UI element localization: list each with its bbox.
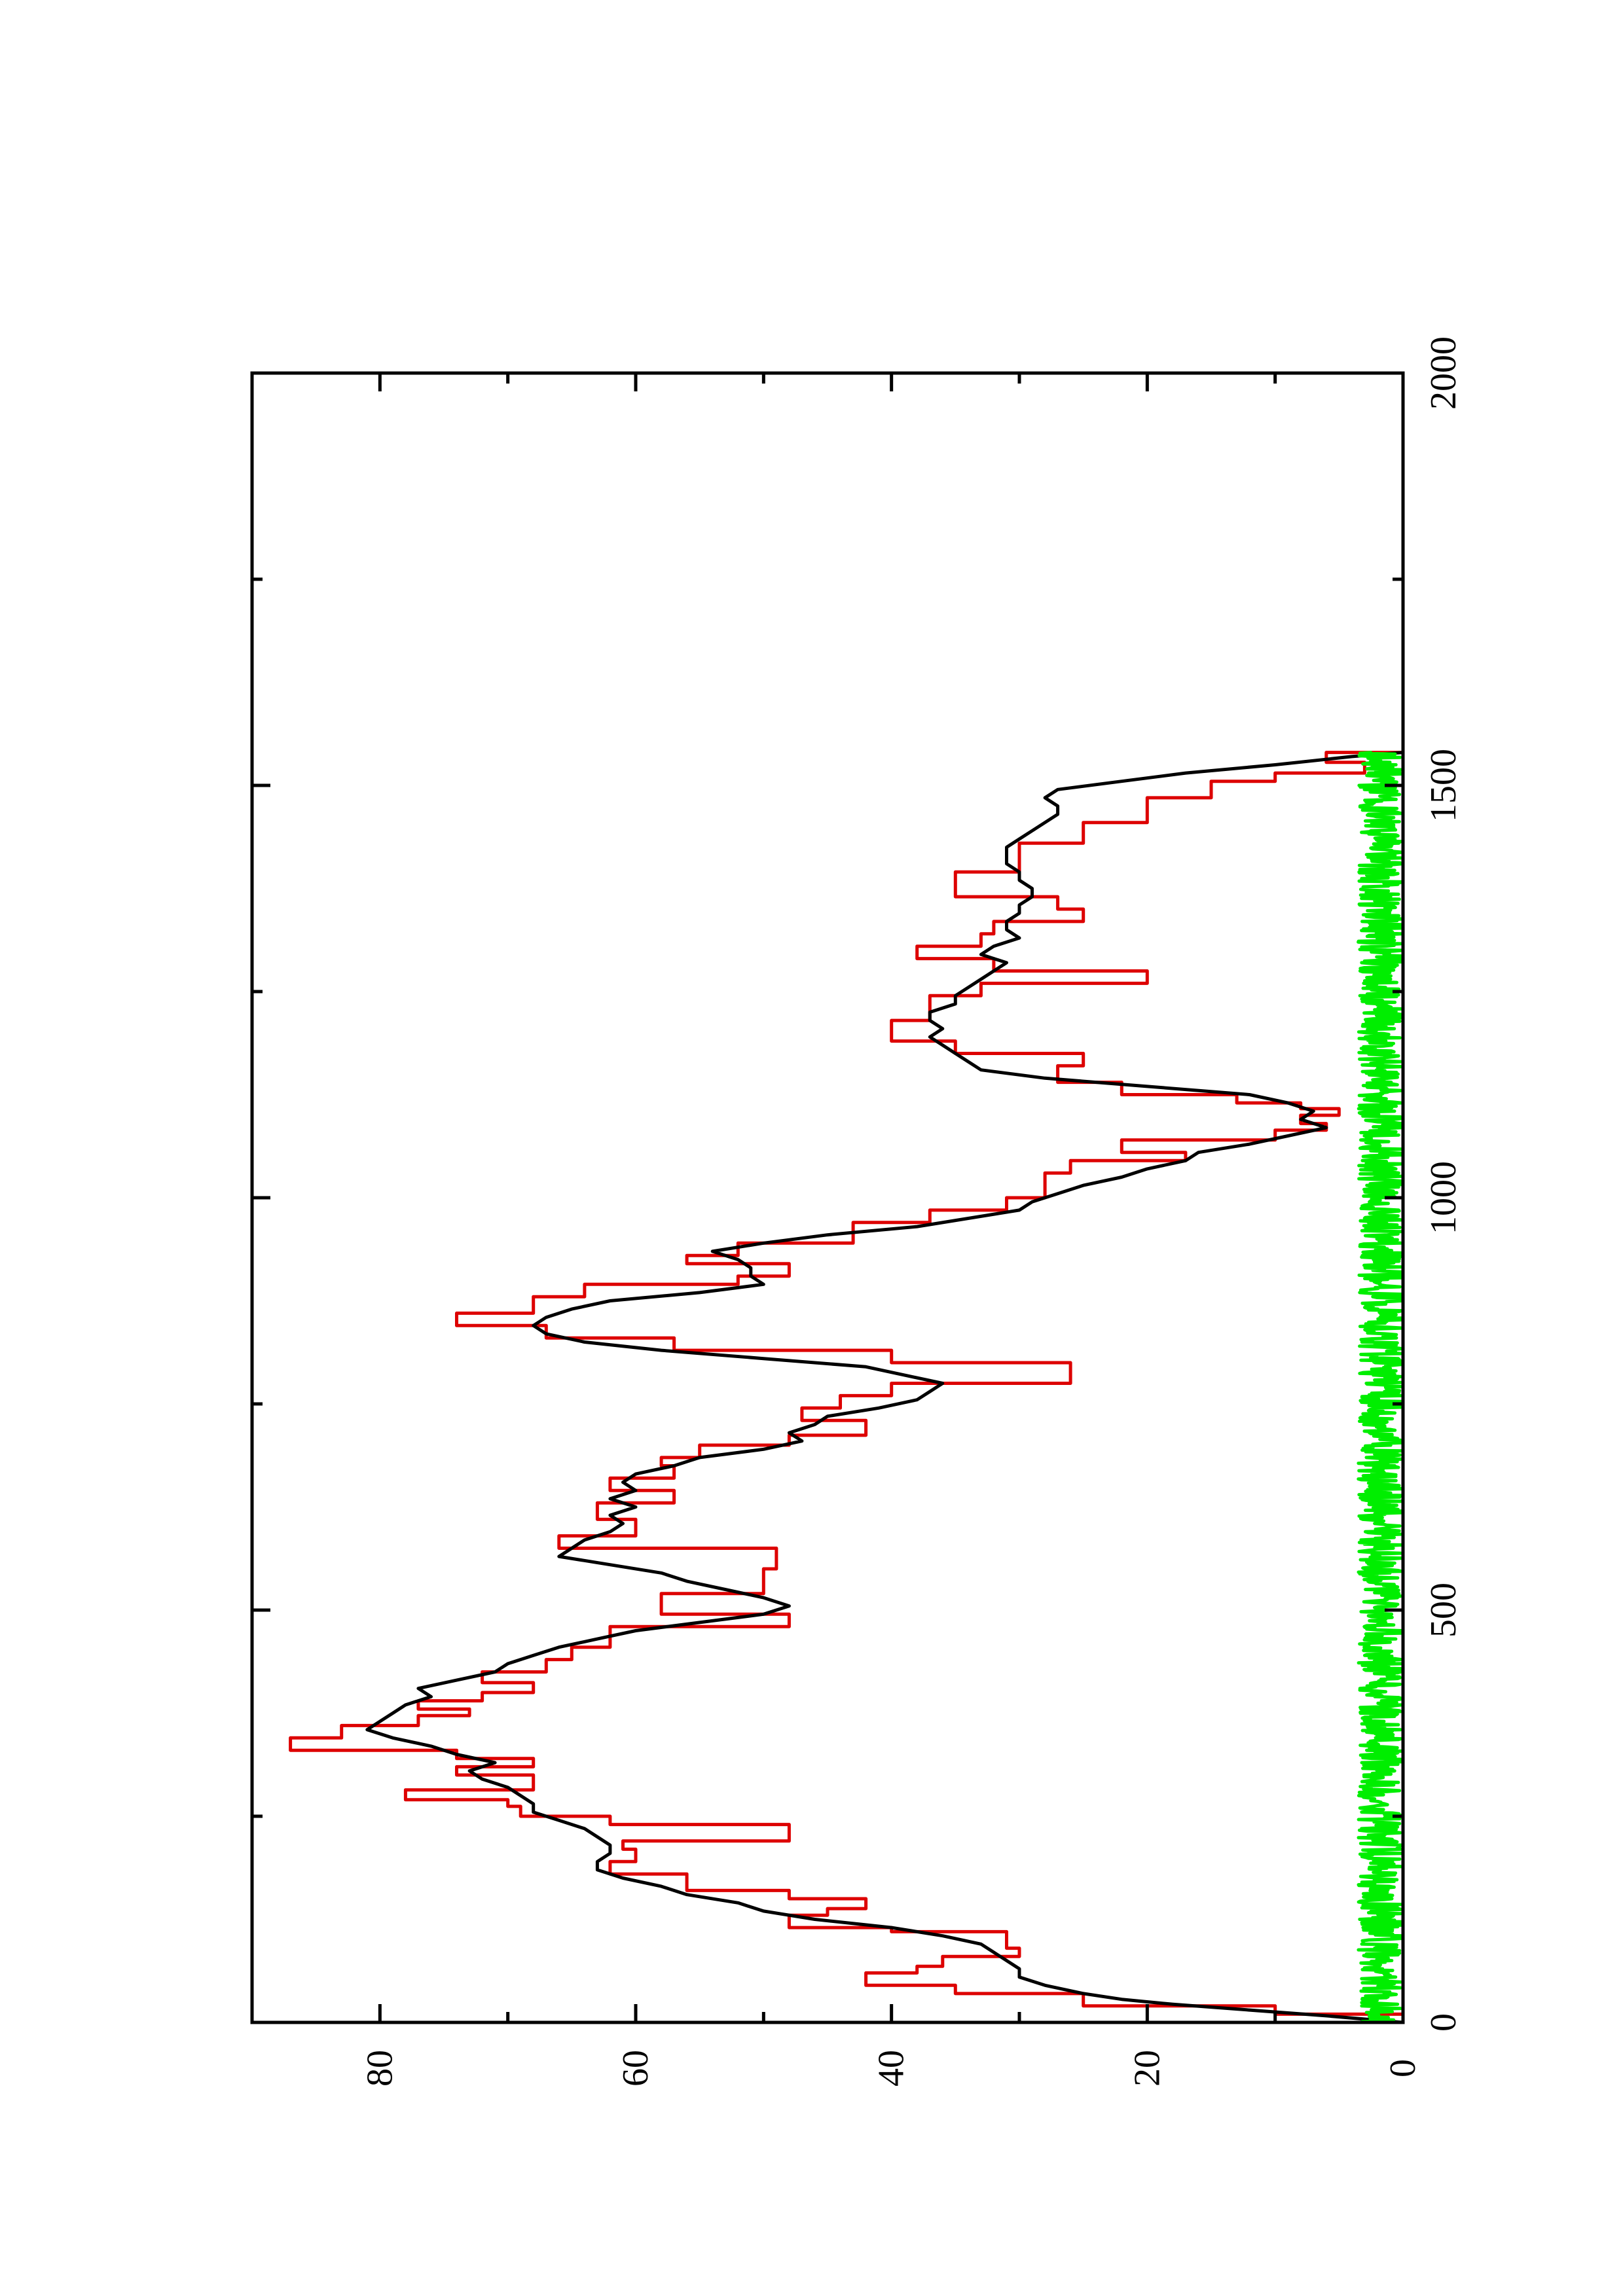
plot-area xyxy=(289,751,1405,2024)
y-tick-label-40: 40 xyxy=(871,2050,912,2087)
y-tick-label-80: 80 xyxy=(359,2050,400,2087)
y-tick-label-0: 0 xyxy=(1383,2059,1423,2077)
x-tick-label-500: 500 xyxy=(1423,1583,1464,1638)
x-tick-label-2000: 2000 xyxy=(1423,336,1464,410)
axis-tick-labels: 0 500 1000 1500 2000 0 20 40 60 80 xyxy=(359,336,1464,2087)
x-tick-label-1000: 1000 xyxy=(1423,1161,1464,1234)
axis-ticks xyxy=(252,371,1405,2024)
series-line-1 xyxy=(289,751,1405,2022)
y-tick-label-60: 60 xyxy=(615,2050,656,2087)
series-line-3 xyxy=(1357,751,1405,2024)
x-tick-label-0: 0 xyxy=(1423,2013,1464,2032)
plot-frame xyxy=(250,371,1405,2024)
y-tick-label-20: 20 xyxy=(1127,2050,1167,2087)
series-line-2 xyxy=(365,751,1404,2024)
x-tick-label-1500: 1500 xyxy=(1423,749,1464,822)
